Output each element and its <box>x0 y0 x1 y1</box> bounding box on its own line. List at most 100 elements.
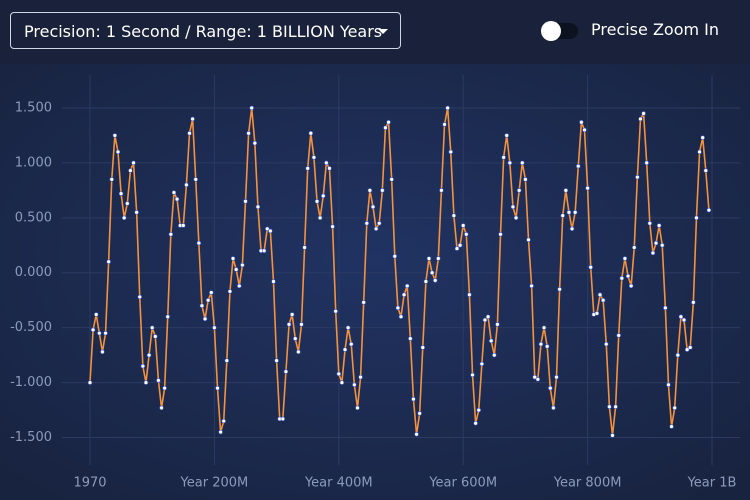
data-point <box>650 250 656 256</box>
data-point <box>513 215 519 221</box>
data-point <box>467 292 472 297</box>
data-point <box>308 131 314 136</box>
data-point <box>625 273 631 279</box>
data-point <box>364 221 369 226</box>
data-point <box>321 193 326 199</box>
data-point <box>644 160 649 166</box>
data-point <box>566 210 572 215</box>
data-point <box>115 149 121 155</box>
data-point <box>305 166 310 171</box>
data-point <box>433 278 438 283</box>
y-tick-label: 0.000 <box>15 265 52 280</box>
data-point <box>349 341 354 347</box>
y-tick-label: 1.000 <box>15 155 52 170</box>
data-point <box>622 256 628 261</box>
data-point <box>479 361 485 367</box>
data-point <box>156 378 161 383</box>
data-point <box>420 345 425 350</box>
data-point <box>255 204 261 210</box>
data-point <box>199 303 205 308</box>
data-point <box>97 330 102 336</box>
data-point <box>520 160 525 166</box>
data-point <box>697 149 702 155</box>
data-point <box>684 347 690 352</box>
data-point <box>339 380 345 385</box>
data-point <box>510 204 516 210</box>
data-point <box>193 177 198 182</box>
data-point <box>688 345 693 350</box>
data-point <box>523 177 528 182</box>
data-point <box>168 232 174 237</box>
data-point <box>373 226 379 232</box>
data-point <box>600 298 606 303</box>
data-point <box>464 232 469 237</box>
data-point <box>215 385 220 391</box>
data-point <box>501 155 506 160</box>
data-point <box>607 404 612 409</box>
data-point <box>544 344 550 349</box>
data-point <box>355 405 360 411</box>
data-point <box>454 246 460 251</box>
data-point <box>691 300 696 305</box>
data-point <box>184 182 189 188</box>
data-point <box>492 352 497 358</box>
data-point <box>560 213 565 218</box>
data-point <box>660 243 665 248</box>
data-point <box>103 330 108 336</box>
data-point <box>243 199 248 204</box>
data-point <box>240 262 245 268</box>
data-point <box>392 254 397 259</box>
data-point <box>131 160 136 166</box>
data-point <box>476 407 481 413</box>
data-point <box>532 374 537 380</box>
data-point <box>579 120 584 125</box>
toggle-knob[interactable] <box>541 21 561 41</box>
data-point <box>554 374 559 380</box>
data-point <box>473 421 478 426</box>
data-point <box>324 160 329 166</box>
data-point <box>159 405 164 411</box>
data-point <box>342 347 348 352</box>
data-point <box>345 325 351 330</box>
data-point <box>209 290 214 295</box>
data-point <box>439 188 444 193</box>
data-point <box>358 374 363 380</box>
data-point <box>205 298 211 303</box>
data-point <box>678 314 684 319</box>
data-point <box>221 418 226 424</box>
data-point <box>541 325 547 330</box>
data-point <box>663 305 668 311</box>
data-point <box>122 215 127 221</box>
data-point <box>118 191 124 196</box>
data-point <box>557 287 562 292</box>
data-point <box>181 223 186 228</box>
data-point <box>703 168 708 173</box>
data-point <box>672 405 677 411</box>
y-tick-label: 1.500 <box>15 100 52 115</box>
data-point <box>302 245 307 250</box>
data-point <box>401 292 407 297</box>
data-point <box>149 325 155 330</box>
data-point <box>653 240 659 246</box>
data-point <box>405 283 410 289</box>
data-point <box>461 223 466 228</box>
data-point <box>94 312 99 317</box>
data-point <box>529 283 534 289</box>
data-point <box>482 317 488 323</box>
data-point <box>426 256 432 261</box>
data-point <box>436 256 441 261</box>
data-point <box>327 166 332 171</box>
data-point <box>656 223 662 228</box>
data-point <box>370 204 376 210</box>
data-point <box>311 155 317 160</box>
precision-dropdown[interactable]: Precision: 1 Second / Range: 1 BILLION Y… <box>10 12 401 49</box>
data-point <box>212 325 217 330</box>
data-point <box>109 177 114 182</box>
data-point <box>638 116 643 122</box>
data-point <box>280 416 286 422</box>
data-point <box>271 279 276 284</box>
data-point <box>190 116 195 122</box>
data-point <box>293 336 298 341</box>
data-point <box>237 283 242 289</box>
data-point <box>87 380 93 385</box>
